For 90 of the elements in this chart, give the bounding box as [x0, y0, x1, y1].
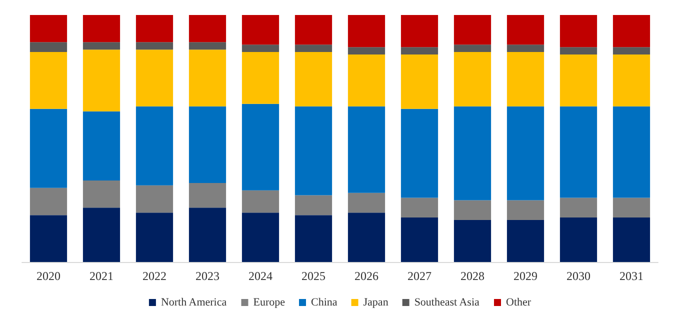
- bar: [242, 44, 280, 52]
- legend-label: Other: [506, 296, 532, 308]
- bar: [400, 198, 438, 218]
- bar: [242, 212, 280, 262]
- bar: [506, 106, 544, 200]
- bar: [136, 212, 174, 262]
- bar: [136, 106, 174, 186]
- bar: [294, 195, 332, 216]
- bar: [136, 15, 174, 42]
- bar: [454, 44, 492, 52]
- x-tick-label: 2029: [514, 269, 538, 283]
- bar: [506, 15, 544, 45]
- x-tick-label: 2025: [302, 269, 326, 283]
- x-tick-label: 2020: [36, 269, 60, 283]
- bar: [560, 54, 598, 106]
- bar: [294, 44, 332, 52]
- bar: [612, 15, 650, 48]
- bar: [242, 190, 280, 213]
- bar: [348, 106, 386, 193]
- x-tick-label: 2024: [248, 269, 272, 283]
- legend-label: Japan: [363, 296, 389, 308]
- bar: [136, 185, 174, 213]
- x-tick-label: 2030: [566, 269, 590, 283]
- bar: [188, 42, 226, 50]
- bar: [454, 106, 492, 200]
- legend-label: Southeast Asia: [414, 296, 480, 308]
- x-tick-label: 2027: [408, 269, 432, 283]
- bar: [348, 15, 386, 48]
- bar: [30, 15, 68, 42]
- bar: [82, 111, 120, 180]
- bar: [454, 52, 492, 106]
- bar: [82, 15, 120, 42]
- bar: [506, 44, 544, 52]
- x-tick-label: 2026: [354, 269, 378, 283]
- bar: [454, 220, 492, 262]
- bar: [560, 198, 598, 218]
- bar: [294, 215, 332, 262]
- bar: [136, 50, 174, 106]
- bar: [30, 108, 68, 188]
- bar: [348, 192, 386, 213]
- bar: [506, 220, 544, 262]
- bar: [188, 106, 226, 183]
- x-tick-label: 2031: [620, 269, 644, 283]
- bar: [82, 180, 120, 208]
- bar: [560, 106, 598, 198]
- bar: [30, 215, 68, 262]
- x-tick-label: 2022: [142, 269, 166, 283]
- bar: [348, 54, 386, 106]
- bar: [30, 52, 68, 109]
- bar: [82, 50, 120, 112]
- bar: [294, 106, 332, 196]
- bar: [82, 42, 120, 50]
- x-tick-label: 2021: [90, 269, 114, 283]
- bar: [400, 108, 438, 198]
- bar: [188, 182, 226, 208]
- bar: [454, 200, 492, 220]
- bar: [348, 47, 386, 55]
- bar: [612, 54, 650, 106]
- bar: [400, 218, 438, 262]
- bar: [136, 42, 174, 50]
- bar: [560, 47, 598, 55]
- bar: [612, 218, 650, 262]
- bar: [506, 200, 544, 220]
- bar: [242, 15, 280, 45]
- bar: [560, 218, 598, 262]
- x-tick-label: 2028: [460, 269, 484, 283]
- legend-label: China: [310, 296, 338, 308]
- bar: [188, 50, 226, 106]
- bar: [612, 106, 650, 198]
- legend-label: Europe: [253, 296, 286, 308]
- bar: [242, 104, 280, 190]
- bar: [612, 47, 650, 55]
- bar: [188, 15, 226, 42]
- bar: [400, 15, 438, 48]
- bar: [294, 15, 332, 45]
- bar: [294, 52, 332, 106]
- bar: [242, 52, 280, 104]
- bar: [82, 208, 120, 262]
- bar: [506, 52, 544, 106]
- bar: [348, 212, 386, 262]
- bar: [400, 47, 438, 55]
- bar: [30, 188, 68, 216]
- bar: [400, 54, 438, 109]
- bar: [30, 42, 68, 52]
- x-tick-label: 2023: [196, 269, 220, 283]
- bar: [454, 15, 492, 45]
- legend-label: North America: [160, 296, 227, 308]
- bar: [188, 208, 226, 262]
- bar: [560, 15, 598, 48]
- bar: [612, 198, 650, 218]
